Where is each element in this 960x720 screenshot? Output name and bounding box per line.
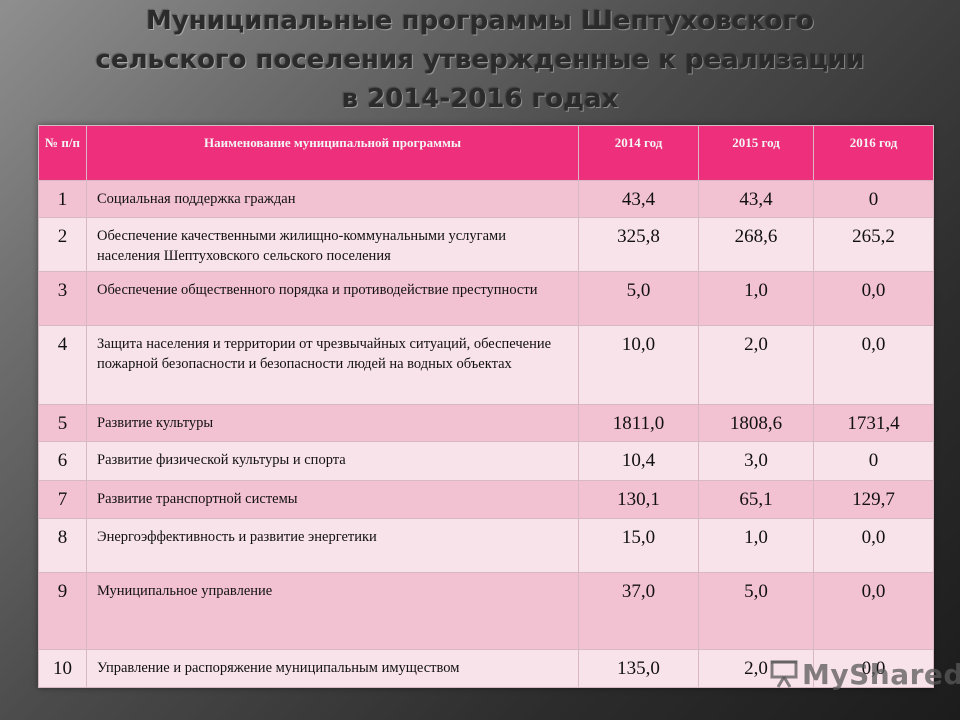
header-program-name: Наименование муниципальной программы xyxy=(86,125,579,181)
value-2016: 0,0 xyxy=(813,649,934,688)
table-row: 6 Развитие физической культуры и спорта … xyxy=(38,441,934,481)
slide-title: Муниципальные программы Шептуховского се… xyxy=(40,2,920,119)
value-2016: 265,2 xyxy=(813,217,934,272)
program-name: Муниципальное управление xyxy=(86,572,579,650)
value-2016: 0,0 xyxy=(813,518,934,573)
title-line-2: сельского поселения утвержденные к реали… xyxy=(95,45,865,75)
value-2015: 2,0 xyxy=(698,325,814,405)
row-number: 10 xyxy=(38,649,87,688)
row-number: 9 xyxy=(38,572,87,650)
row-number: 1 xyxy=(38,180,87,218)
table-row: 2 Обеспечение качественными жилищно-комм… xyxy=(38,217,934,272)
row-number: 4 xyxy=(38,325,87,405)
program-name: Развитие физической культуры и спорта xyxy=(86,441,579,481)
table-row: 9 Муниципальное управление 37,0 5,0 0,0 xyxy=(38,572,934,650)
watermark-text: MyShared xyxy=(802,657,960,691)
table-row: 3 Обеспечение общественного порядка и пр… xyxy=(38,271,934,326)
value-2016: 0 xyxy=(813,441,934,481)
program-name: Защита населения и территории от чрезвыч… xyxy=(86,325,579,405)
header-2014: 2014 год xyxy=(578,125,699,181)
title-line-3: в 2014-2016 годах xyxy=(341,84,619,114)
value-2015: 43,4 xyxy=(698,180,814,218)
value-2015: 1,0 xyxy=(698,518,814,573)
program-name: Обеспечение качественными жилищно-коммун… xyxy=(86,217,579,272)
program-name: Социальная поддержка граждан xyxy=(86,180,579,218)
value-2015: 1,0 xyxy=(698,271,814,326)
projector-screen-icon xyxy=(770,659,798,689)
value-2015: 5,0 xyxy=(698,572,814,650)
row-number: 7 xyxy=(38,480,87,519)
row-number: 6 xyxy=(38,441,87,481)
value-2014: 37,0 xyxy=(578,572,699,650)
row-number: 5 xyxy=(38,404,87,442)
value-2014: 325,8 xyxy=(578,217,699,272)
value-2016: 0,0 xyxy=(813,572,934,650)
value-2016: 0,0 xyxy=(813,271,934,326)
header-num: № п/п xyxy=(38,125,87,181)
value-2014: 15,0 xyxy=(578,518,699,573)
row-number: 2 xyxy=(38,217,87,272)
program-name: Развитие транспортной системы xyxy=(86,480,579,519)
header-2015: 2015 год xyxy=(698,125,814,181)
value-2015: 1808,6 xyxy=(698,404,814,442)
title-line-1: Муниципальные программы Шептуховского xyxy=(145,6,815,36)
value-2014: 10,4 xyxy=(578,441,699,481)
programs-table: № п/п Наименование муниципальной програм… xyxy=(38,125,934,688)
value-2015: 3,0 xyxy=(698,441,814,481)
row-number: 8 xyxy=(38,518,87,573)
programs-table-container: № п/п Наименование муниципальной програм… xyxy=(38,125,934,688)
value-2015: 65,1 xyxy=(698,480,814,519)
table-row: 5 Развитие культуры 1811,0 1808,6 1731,4 xyxy=(38,404,934,442)
row-number: 3 xyxy=(38,271,87,326)
table-row: 10 Управление и распоряжение муниципальн… xyxy=(38,649,934,688)
value-2014: 5,0 xyxy=(578,271,699,326)
value-2015: 2,0 xyxy=(698,649,814,688)
table-row: 7 Развитие транспортной системы 130,1 65… xyxy=(38,480,934,519)
value-2014: 43,4 xyxy=(578,180,699,218)
value-2016: 0 xyxy=(813,180,934,218)
table-row: 4 Защита населения и территории от чрезв… xyxy=(38,325,934,405)
value-2014: 10,0 xyxy=(578,325,699,405)
header-2016: 2016 год xyxy=(813,125,934,181)
value-2014: 130,1 xyxy=(578,480,699,519)
program-name: Энергоэффективность и развитие энергетик… xyxy=(86,518,579,573)
program-name: Управление и распоряжение муниципальным … xyxy=(86,649,579,688)
value-2016: 129,7 xyxy=(813,480,934,519)
value-2016: 0,0 xyxy=(813,325,934,405)
program-name: Развитие культуры xyxy=(86,404,579,442)
value-2014: 135,0 xyxy=(578,649,699,688)
table-row: 1 Социальная поддержка граждан 43,4 43,4… xyxy=(38,180,934,218)
table-header-row: № п/п Наименование муниципальной програм… xyxy=(38,125,934,181)
value-2014: 1811,0 xyxy=(578,404,699,442)
table-row: 8 Энергоэффективность и развитие энергет… xyxy=(38,518,934,573)
value-2015: 268,6 xyxy=(698,217,814,272)
watermark: MyShared xyxy=(770,654,960,694)
program-name: Обеспечение общественного порядка и прот… xyxy=(86,271,579,326)
value-2016: 1731,4 xyxy=(813,404,934,442)
